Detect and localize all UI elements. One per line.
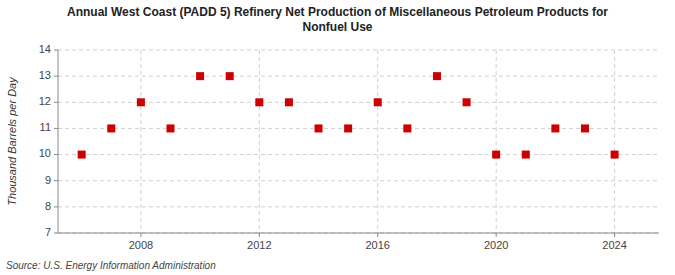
point (374, 98, 382, 106)
y-tick-label: 11 (40, 121, 51, 133)
y-tick-label: 14 (39, 43, 51, 55)
x-tick-label: 2020 (484, 239, 508, 251)
title-line: Annual West Coast (PADD 5) Refinery Net … (67, 5, 608, 19)
x-grid-line (377, 50, 378, 233)
x-axis-line (58, 233, 659, 234)
point (196, 72, 204, 80)
x-tick (496, 233, 497, 237)
point (315, 124, 323, 132)
y-tick-label: 10 (39, 147, 51, 159)
point (403, 124, 411, 132)
y-tick-label: 9 (45, 174, 51, 186)
x-tick-label: 2012 (247, 239, 271, 251)
point (344, 124, 352, 132)
point (167, 124, 175, 132)
point (226, 72, 234, 80)
point (611, 151, 619, 159)
point (137, 98, 145, 106)
x-tick (614, 233, 615, 237)
chart-container: Annual West Coast (PADD 5) Refinery Net … (0, 0, 675, 275)
y-tick-label: 8 (45, 200, 51, 212)
y-grid-line (58, 154, 659, 155)
y-grid-line (58, 180, 659, 181)
chart: Annual West Coast (PADD 5) Refinery Net … (0, 0, 675, 275)
x-tick (259, 233, 260, 237)
y-tick (54, 206, 58, 207)
x-tick (140, 233, 141, 237)
points (78, 72, 619, 158)
x-tick (377, 233, 378, 237)
point (522, 151, 530, 159)
x-grid-line (614, 50, 615, 233)
y-tick (54, 128, 58, 129)
grid (58, 50, 659, 233)
y-grid-line (58, 233, 659, 234)
y-grid-line (58, 102, 659, 103)
y-tick-label: 12 (39, 95, 51, 107)
x-tick-label: 2016 (366, 239, 390, 251)
y-axis-line (58, 50, 59, 233)
y-grid-line (58, 128, 659, 129)
point (285, 98, 293, 106)
y-grid-line (58, 206, 659, 207)
y-tick (54, 50, 58, 51)
title-line: Nonfuel Use (302, 20, 372, 34)
y-grid-line (58, 50, 659, 51)
title: Annual West Coast (PADD 5) Refinery Net … (67, 5, 608, 34)
x-tick-label: 2008 (129, 239, 153, 251)
y-tick (54, 76, 58, 77)
source-note: Source: U.S. Energy Information Administ… (6, 260, 216, 271)
point (255, 98, 263, 106)
y-tick (54, 154, 58, 155)
y-tick (54, 102, 58, 103)
x-grid-line (140, 50, 141, 233)
point (581, 124, 589, 132)
y-tick (54, 233, 58, 234)
y-tick-label: 13 (39, 69, 51, 81)
point (492, 151, 500, 159)
y-tick-label: 7 (45, 226, 51, 238)
point (551, 124, 559, 132)
x-grid-line (496, 50, 497, 233)
point (107, 124, 115, 132)
y-tick (54, 180, 58, 181)
y-grid-line (58, 76, 659, 77)
axes: 7 8 9 10 11 12 13 14 2008 2012 2016 2020 2024 (39, 43, 659, 251)
point (78, 151, 86, 159)
y-axis-label: Thousand Barrels per Day (6, 76, 18, 206)
x-tick-label: 2024 (602, 239, 626, 251)
x-grid-line (259, 50, 260, 233)
point (463, 98, 471, 106)
point (433, 72, 441, 80)
